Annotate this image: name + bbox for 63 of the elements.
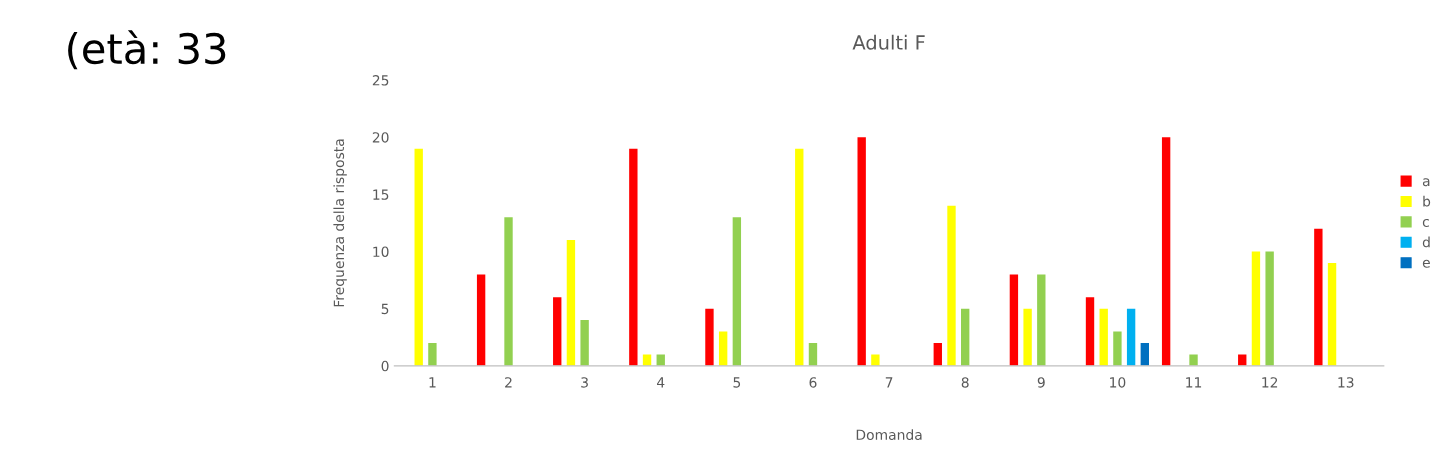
bar [961, 308, 970, 366]
bar [629, 148, 638, 366]
bar [1085, 297, 1095, 366]
bar [656, 354, 665, 366]
x-tick-label: 6 [809, 377, 817, 388]
x-tick-label: 11 [1186, 377, 1202, 388]
bar [428, 342, 437, 366]
bar [1113, 331, 1122, 366]
x-axis-title: Domanda [856, 429, 922, 441]
x-tick-label: 2 [505, 377, 512, 388]
bar [1265, 251, 1274, 366]
x-tick-label: 4 [657, 377, 665, 388]
bar [871, 354, 880, 366]
bar [1140, 342, 1149, 366]
bar [1126, 308, 1136, 366]
bar [553, 297, 562, 366]
y-tick-label: 5 [381, 303, 389, 315]
y-tick-label: 20 [372, 132, 389, 143]
bar [1251, 251, 1261, 366]
bar [857, 137, 866, 366]
x-tick-label: 7 [885, 377, 893, 388]
bar [1037, 274, 1046, 366]
y-tick-label: 0 [381, 360, 389, 372]
y-tick-label: 10 [373, 246, 389, 257]
bar [947, 205, 956, 366]
x-tick-label: 1 [429, 377, 436, 388]
legend-label: a [1422, 178, 1430, 187]
x-tick-label: 5 [733, 377, 741, 388]
legend-label: e [1422, 259, 1430, 268]
legend-label: d [1422, 236, 1430, 248]
y-tick-label: 15 [373, 189, 389, 200]
bar [580, 320, 589, 366]
bar [933, 342, 942, 366]
bar [1099, 308, 1108, 366]
y-axis-title: Frequenza della risposta [333, 139, 347, 307]
bar [414, 148, 423, 366]
x-tick-label: 13 [1338, 377, 1354, 388]
bar [504, 217, 513, 366]
bar [1189, 354, 1198, 366]
x-tick-label: 10 [1110, 377, 1126, 388]
x-tick-label: 3 [581, 377, 588, 388]
bar [1238, 354, 1247, 366]
bar [476, 274, 486, 366]
bar [732, 217, 742, 366]
legend-label: b [1423, 195, 1431, 207]
chart-title: Adulti F [852, 34, 925, 50]
bar [795, 148, 804, 366]
x-tick-label: 8 [961, 377, 969, 388]
bar [1023, 308, 1032, 366]
bar [808, 342, 818, 366]
bar [1161, 137, 1171, 366]
legend-label: c [1422, 219, 1429, 227]
x-tick-label: 9 [1037, 377, 1045, 388]
bar [1327, 262, 1337, 366]
x-tick-label: 12 [1262, 377, 1278, 388]
bar [718, 331, 728, 366]
bar [566, 240, 576, 366]
bar [642, 354, 652, 366]
bar [1009, 274, 1019, 366]
y-tick-label: 25 [372, 75, 389, 86]
bar [1314, 228, 1323, 366]
text: (età: 33 [68, 30, 226, 70]
bar [705, 308, 714, 366]
